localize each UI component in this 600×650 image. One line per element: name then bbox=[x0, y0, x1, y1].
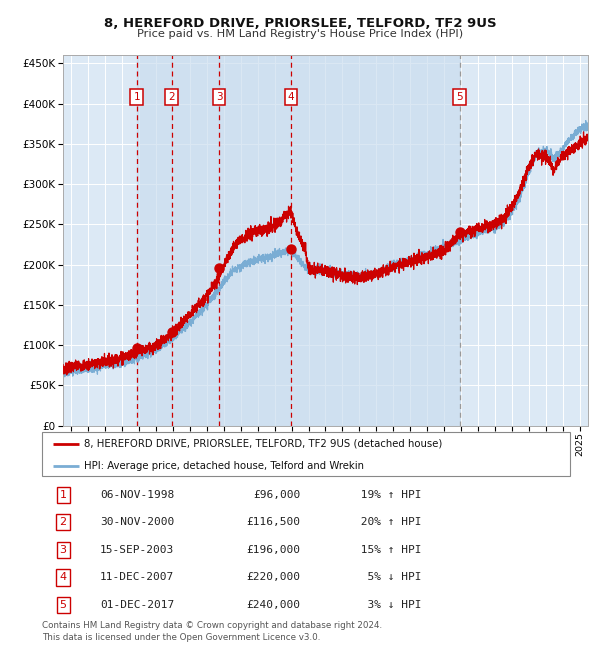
Bar bbox=[291, 55, 460, 426]
FancyBboxPatch shape bbox=[42, 432, 570, 476]
Bar bbox=[137, 55, 172, 426]
Text: 15-SEP-2003: 15-SEP-2003 bbox=[100, 545, 175, 555]
Text: 30-NOV-2000: 30-NOV-2000 bbox=[100, 517, 175, 527]
Text: 06-NOV-1998: 06-NOV-1998 bbox=[100, 490, 175, 500]
Text: 4: 4 bbox=[287, 92, 294, 102]
Bar bbox=[219, 55, 291, 426]
Text: Price paid vs. HM Land Registry's House Price Index (HPI): Price paid vs. HM Land Registry's House … bbox=[137, 29, 463, 39]
Text: 4: 4 bbox=[59, 573, 67, 582]
Text: £196,000: £196,000 bbox=[247, 545, 301, 555]
Text: £96,000: £96,000 bbox=[253, 490, 301, 500]
Text: 20% ↑ HPI: 20% ↑ HPI bbox=[353, 517, 421, 527]
Text: HPI: Average price, detached house, Telford and Wrekin: HPI: Average price, detached house, Telf… bbox=[84, 461, 364, 471]
Text: 5: 5 bbox=[457, 92, 463, 102]
Text: 1: 1 bbox=[59, 490, 67, 500]
Text: £220,000: £220,000 bbox=[247, 573, 301, 582]
Text: 01-DEC-2017: 01-DEC-2017 bbox=[100, 600, 175, 610]
Text: 2: 2 bbox=[169, 92, 175, 102]
Text: 5: 5 bbox=[59, 600, 67, 610]
Bar bbox=[172, 55, 219, 426]
Text: £240,000: £240,000 bbox=[247, 600, 301, 610]
Text: 5% ↓ HPI: 5% ↓ HPI bbox=[353, 573, 421, 582]
Text: 8, HEREFORD DRIVE, PRIORSLEE, TELFORD, TF2 9US: 8, HEREFORD DRIVE, PRIORSLEE, TELFORD, T… bbox=[104, 17, 496, 30]
Text: 19% ↑ HPI: 19% ↑ HPI bbox=[353, 490, 421, 500]
Text: Contains HM Land Registry data © Crown copyright and database right 2024.
This d: Contains HM Land Registry data © Crown c… bbox=[42, 621, 382, 642]
Text: 3: 3 bbox=[215, 92, 222, 102]
Text: 3% ↓ HPI: 3% ↓ HPI bbox=[353, 600, 421, 610]
Text: 1: 1 bbox=[133, 92, 140, 102]
Text: 15% ↑ HPI: 15% ↑ HPI bbox=[353, 545, 421, 555]
Text: 3: 3 bbox=[59, 545, 67, 555]
Text: 2: 2 bbox=[59, 517, 67, 527]
Text: 8, HEREFORD DRIVE, PRIORSLEE, TELFORD, TF2 9US (detached house): 8, HEREFORD DRIVE, PRIORSLEE, TELFORD, T… bbox=[84, 439, 443, 449]
Text: £116,500: £116,500 bbox=[247, 517, 301, 527]
Text: 11-DEC-2007: 11-DEC-2007 bbox=[100, 573, 175, 582]
